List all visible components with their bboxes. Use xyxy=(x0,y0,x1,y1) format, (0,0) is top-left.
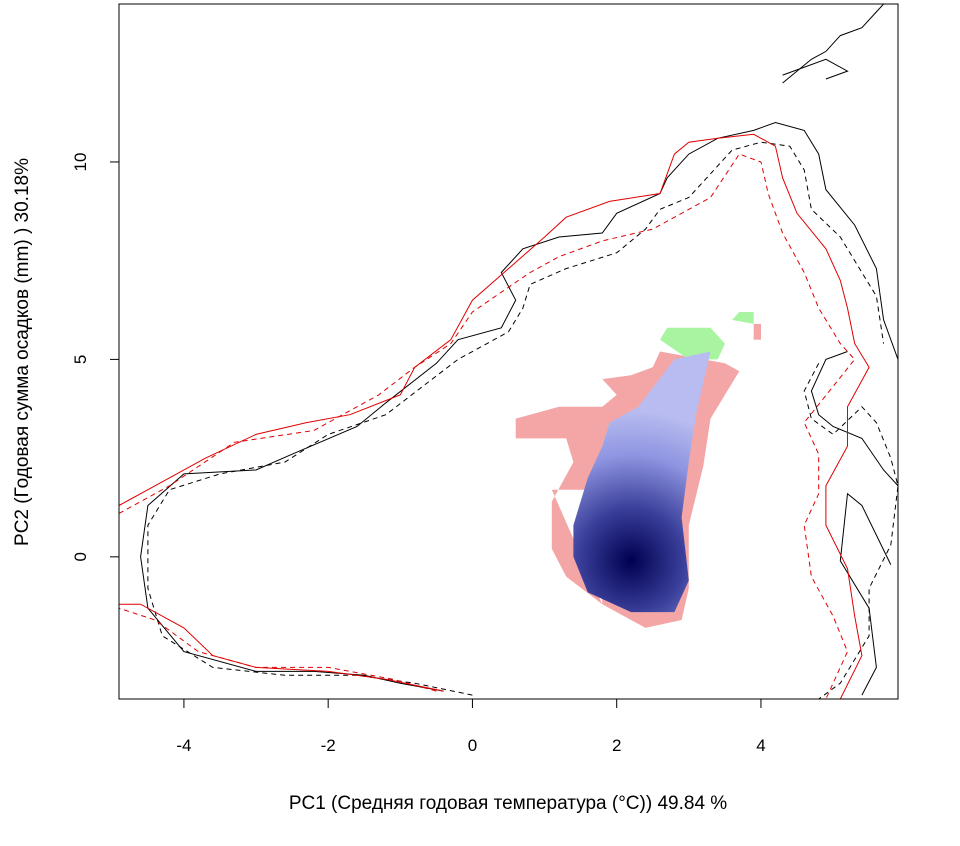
plot-area xyxy=(119,4,898,699)
x-tick-label: 4 xyxy=(756,736,765,755)
x-tick-label: -2 xyxy=(321,736,336,755)
x-tick-label: -4 xyxy=(176,736,191,755)
contour-line xyxy=(119,133,870,699)
x-tick-label: 0 xyxy=(468,736,477,755)
contour-line xyxy=(782,58,849,80)
invaded-only-patch xyxy=(660,327,725,360)
contour-line xyxy=(839,492,892,696)
plot-frame xyxy=(118,3,899,700)
y-axis-title: PC2 (Годовая сумма осадков (mm) ) 30.18% xyxy=(12,158,33,546)
overlap-density-patch xyxy=(573,351,711,613)
contour-line xyxy=(119,603,444,692)
y-tick-label: 0 xyxy=(71,552,90,561)
contour-line xyxy=(140,121,898,692)
overlap-density-region xyxy=(573,351,711,613)
y-tick-label: 10 xyxy=(71,153,90,172)
invaded-only-patch xyxy=(732,312,754,324)
x-axis: -4 -2 0 2 4 xyxy=(176,698,766,755)
contour-line xyxy=(782,4,884,84)
contour-line xyxy=(119,153,856,699)
contour-line xyxy=(803,363,898,699)
native-only-patch xyxy=(753,323,761,340)
x-tick-label: 2 xyxy=(612,736,621,755)
contour-line xyxy=(810,351,898,487)
contour-line xyxy=(147,141,885,696)
y-tick-label: 5 xyxy=(71,355,90,364)
x-axis-title: PC1 (Средняя годовая температура (°C)) 4… xyxy=(289,793,727,814)
y-axis: 0 5 10 xyxy=(71,153,120,562)
contour-line xyxy=(119,607,437,692)
environment-contours xyxy=(119,4,898,699)
